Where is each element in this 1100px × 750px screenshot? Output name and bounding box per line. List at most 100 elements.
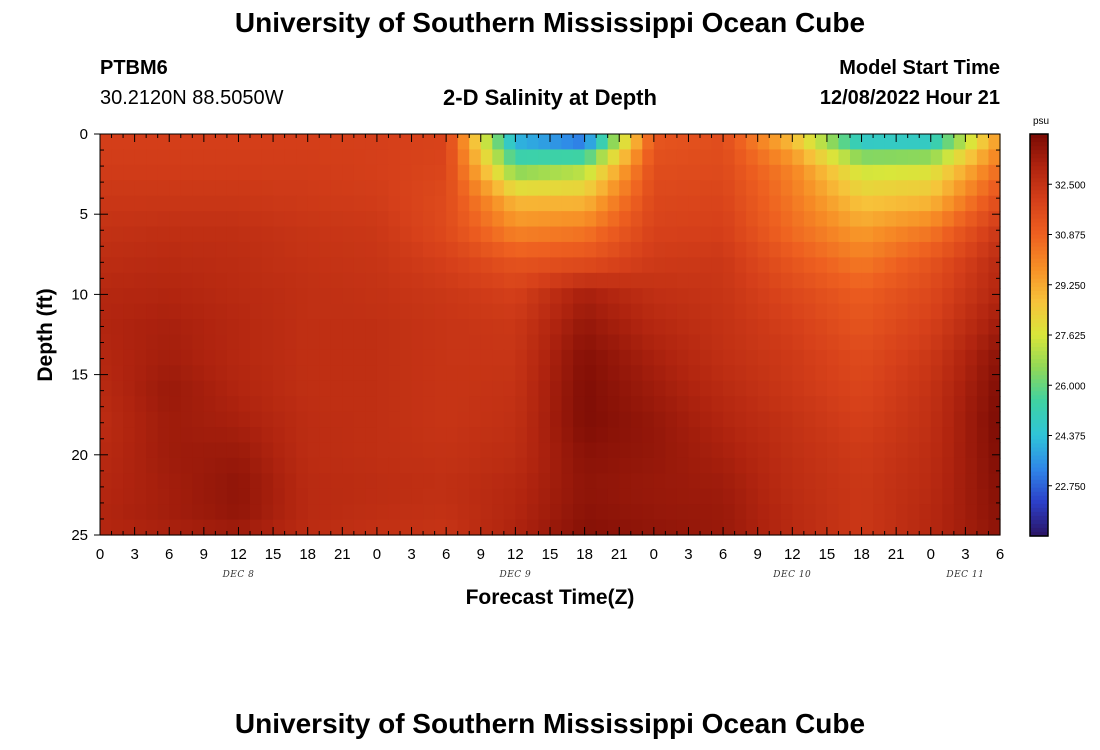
heatmap-cell [273, 473, 286, 490]
heatmap-cell [111, 442, 124, 459]
heatmap-cell [492, 504, 505, 521]
heatmap-cell [734, 257, 747, 274]
heatmap-cell [226, 488, 240, 505]
heatmap-cell [480, 211, 493, 228]
heatmap-cell [503, 488, 516, 505]
heatmap-cell [157, 457, 170, 474]
heatmap-cell [353, 427, 366, 444]
heatmap-cell [180, 365, 193, 382]
heatmap-cell [642, 411, 655, 428]
heatmap-cell [284, 380, 297, 397]
heatmap-cell [180, 257, 193, 274]
heatmap-cell [942, 473, 955, 490]
heatmap-cell [111, 149, 124, 166]
heatmap-cell [642, 180, 655, 197]
heatmap-cell [757, 349, 770, 366]
heatmap-cell [884, 211, 897, 228]
heatmap-cell [723, 365, 736, 382]
heatmap-cell [988, 272, 1001, 289]
heatmap-cell [192, 473, 205, 490]
heatmap-cell [976, 288, 990, 305]
heatmap-cell [665, 504, 678, 521]
heatmap-cell [884, 303, 897, 320]
heatmap-cell [561, 288, 574, 305]
heatmap-cell [307, 519, 320, 536]
heatmap-cell [469, 134, 482, 151]
heatmap-cell [457, 303, 470, 320]
heatmap-cell [630, 257, 643, 274]
heatmap-cell [630, 149, 643, 166]
heatmap-cell [538, 473, 551, 490]
heatmap-cell [953, 134, 966, 151]
heatmap-cell [976, 488, 990, 505]
heatmap-cell [907, 226, 920, 243]
heatmap-cell [630, 504, 643, 521]
heatmap-cell [988, 303, 1001, 320]
heatmap-cell [850, 396, 863, 413]
heatmap-cell [319, 334, 332, 351]
heatmap-cell [803, 319, 816, 336]
heatmap-cell [965, 180, 978, 197]
heatmap-cell [469, 349, 482, 366]
heatmap-cell [226, 164, 240, 181]
heatmap-cell [238, 349, 251, 366]
heatmap-cell [250, 164, 263, 181]
heatmap-cell [757, 241, 770, 258]
heatmap-cell [746, 288, 759, 305]
colorbar-segment [1030, 407, 1048, 412]
heatmap-cell [723, 195, 736, 212]
heatmap-cell [203, 473, 216, 490]
heatmap-cell [550, 257, 563, 274]
heatmap-cell [907, 272, 920, 289]
heatmap-cell [861, 488, 874, 505]
heatmap-cell [573, 149, 586, 166]
heatmap-cell [342, 427, 355, 444]
heatmap-cell [469, 504, 482, 521]
heatmap-cell [757, 319, 770, 336]
heatmap-cell [226, 365, 240, 382]
heatmap-cell [792, 272, 805, 289]
heatmap-cell [861, 226, 874, 243]
heatmap-cell [873, 442, 886, 459]
heatmap-cell [861, 241, 874, 258]
heatmap-cell [826, 380, 840, 397]
heatmap-cell [123, 504, 136, 521]
heatmap-cell [296, 488, 309, 505]
colorbar-segment [1030, 202, 1048, 207]
heatmap-cell [676, 427, 690, 444]
heatmap-cell [134, 411, 147, 428]
colorbar-segment [1030, 330, 1048, 336]
heatmap-cell [826, 319, 840, 336]
heatmap-cell [769, 211, 782, 228]
heatmap-cell [480, 427, 493, 444]
heatmap-cell [619, 241, 632, 258]
heatmap-cell [930, 288, 943, 305]
heatmap-cell [561, 396, 574, 413]
heatmap-cell [307, 473, 320, 490]
heatmap-cell [642, 319, 655, 336]
heatmap-cell [780, 519, 793, 536]
heatmap-cell [480, 396, 493, 413]
heatmap-cell [769, 504, 782, 521]
heatmap-cell [250, 134, 263, 151]
heatmap-cell [815, 241, 828, 258]
heatmap-cell [226, 504, 240, 521]
heatmap-cell [746, 442, 759, 459]
heatmap-cell [203, 442, 216, 459]
heatmap-cell [538, 195, 551, 212]
heatmap-cell [942, 334, 955, 351]
heatmap-cell [492, 195, 505, 212]
colorbar-segment [1030, 174, 1048, 179]
heatmap-cell [642, 365, 655, 382]
heatmap-cell [746, 504, 759, 521]
heatmap-cell [446, 488, 459, 505]
heatmap-cell [434, 180, 447, 197]
heatmap-cell [734, 396, 747, 413]
heatmap-cell [688, 180, 701, 197]
heatmap-cell [873, 396, 886, 413]
heatmap-cell [953, 319, 966, 336]
heatmap-cell [353, 288, 366, 305]
colorbar-segment [1030, 250, 1048, 256]
heatmap-cell [746, 241, 759, 258]
heatmap-cell [169, 334, 182, 351]
